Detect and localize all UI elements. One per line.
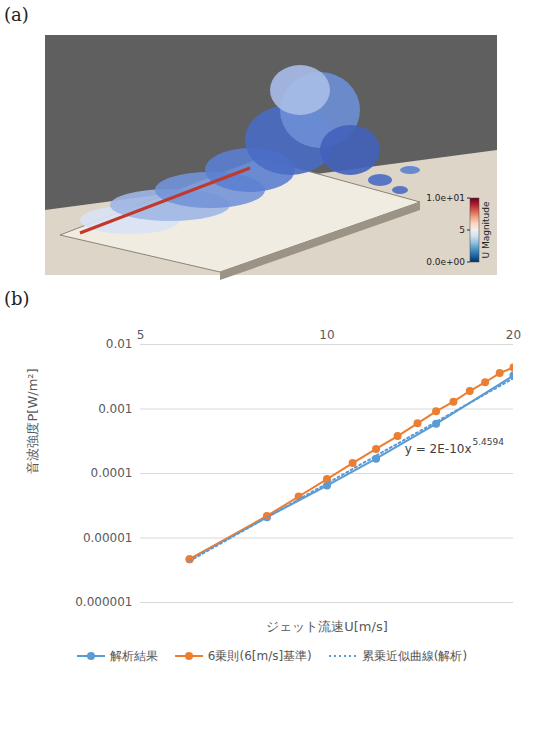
svg-text:0.00001: 0.00001: [83, 531, 133, 545]
svg-text:0.0001: 0.0001: [91, 466, 133, 480]
html-text:解析結果: 解析結果: [109, 648, 158, 663]
svg-text:1.0e+01: 1.0e+01: [426, 193, 465, 203]
svg-text:10: 10: [319, 328, 334, 342]
html-text:(b): (b): [4, 288, 30, 309]
svg-text:y = 2E-10x: y = 2E-10x: [405, 442, 472, 456]
svg-text:U Magnitude: U Magnitude: [481, 201, 491, 259]
svg-text:0.0e+00: 0.0e+00: [426, 257, 465, 267]
svg-text:ジェット流速U[m/s]: ジェット流速U[m/s]: [266, 619, 387, 634]
svg-text:音波強度P[W/m²]: 音波強度P[W/m²]: [25, 368, 40, 473]
html-text:累乗近似曲線(解析): 累乗近似曲線(解析): [361, 648, 468, 663]
svg-text:0.01: 0.01: [106, 337, 133, 351]
svg-text:0.000001: 0.000001: [75, 595, 132, 609]
svg-text:0.001: 0.001: [98, 402, 132, 416]
svg-text:5: 5: [459, 225, 465, 235]
svg-text:20: 20: [506, 328, 521, 342]
svg-text:5: 5: [137, 328, 145, 342]
html-text:(a): (a): [4, 4, 29, 25]
svg-text:5.4594: 5.4594: [473, 437, 505, 447]
html-text:6乗則(6[m/s]基準): 6乗則(6[m/s]基準): [207, 648, 312, 663]
